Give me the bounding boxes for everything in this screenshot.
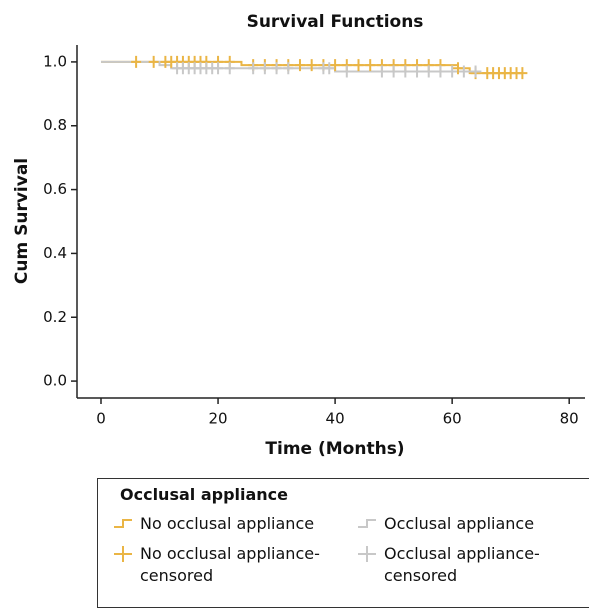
censor-mark [400, 65, 411, 78]
censor-mark [283, 62, 294, 75]
legend-entry: No occlusal appliance-censored [112, 543, 330, 587]
legend-entry: Occlusal appliance-censored [356, 543, 559, 587]
legend-entry: No occlusal appliance [112, 513, 330, 535]
legend-swatch [358, 519, 376, 528]
censor-mark [353, 59, 364, 72]
censor-mark [458, 65, 469, 78]
legend-label: No occlusal appliance-censored [140, 544, 320, 585]
chart: Survival Functions Time (Months) Cum Sur… [12, 12, 585, 459]
censor-mark [470, 65, 481, 78]
censor-mark [271, 62, 282, 75]
y-tick-label: 0.0 [43, 372, 67, 390]
censor-mark [517, 67, 528, 80]
censor-mark [131, 55, 142, 68]
x-axis-label: Time (Months) [265, 439, 404, 459]
survival-line [100, 60, 482, 73]
y-tick-label: 0.8 [43, 116, 67, 134]
censor-mark [324, 62, 335, 75]
x-tick-label: 80 [560, 410, 579, 428]
censor-mark [224, 62, 235, 75]
censor-mark [453, 62, 463, 75]
censor-mark [148, 55, 159, 68]
legend-swatch [114, 546, 132, 562]
censor-mark [376, 65, 387, 78]
legend-label: Occlusal appliance-censored [384, 544, 540, 585]
x-tick-label: 0 [96, 410, 106, 428]
y-tick-label: 1.0 [43, 52, 67, 70]
legend-entry: Occlusal appliance [356, 513, 559, 535]
censor-mark [330, 59, 341, 72]
legend-swatch [358, 546, 376, 562]
legend-swatch [114, 519, 132, 528]
censor-mark [259, 62, 270, 75]
x-tick-label: 60 [443, 410, 462, 428]
legend-icon [114, 546, 132, 562]
censor-mark [213, 62, 224, 75]
x-tick-label: 20 [208, 410, 227, 428]
y-axis-label: Cum Survival [12, 158, 32, 284]
censor-mark [447, 65, 458, 78]
censor-mark [435, 65, 446, 78]
legend-title: Occlusal appliance [120, 485, 289, 504]
legend-icon [114, 519, 132, 528]
censor-mark [365, 59, 376, 72]
chart-title: Survival Functions [247, 12, 424, 32]
legend: Occlusal appliance No occlusal appliance… [97, 478, 589, 608]
censor-mark [294, 59, 305, 72]
y-tick-label: 0.6 [43, 180, 67, 198]
censor-mark [412, 65, 423, 78]
censor-mark [388, 65, 399, 78]
y-tick-label: 0.2 [43, 308, 67, 326]
y-tick-label: 0.4 [43, 244, 67, 262]
legend-icon [358, 519, 376, 528]
legend-icon [358, 546, 376, 562]
x-tick-label: 40 [326, 410, 345, 428]
legend-label: No occlusal appliance [140, 514, 315, 533]
censor-mark [248, 62, 259, 75]
censor-mark [423, 65, 434, 78]
censor-mark [341, 65, 352, 78]
censor-mark [306, 59, 317, 72]
legend-label: Occlusal appliance [384, 514, 535, 533]
